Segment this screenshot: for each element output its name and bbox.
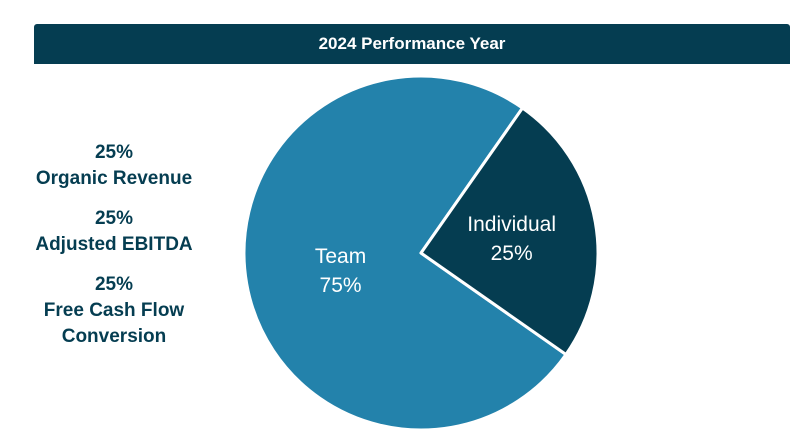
metric-percent: 25% [94,274,134,295]
pie-label-team-name: Team [315,245,366,268]
metric-percent: 25% [94,142,134,163]
metric-label: Adjusted EBITDA [35,234,193,255]
pie-slices [242,74,600,432]
metric-item-adjusted-ebitda: 25% Adjusted EBITDA [0,206,228,258]
metric-label: Free Cash Flow Conversion [43,300,185,347]
pie-label-team-value: 75% [320,274,362,297]
metric-item-free-cash-flow-conversion: 25% Free Cash Flow Conversion [0,272,228,350]
pie-slice-individual [419,106,600,357]
pie-labels: Team 75% Individual 25% [315,213,556,297]
chart-title-bar: 2024 Performance Year [34,24,790,64]
metrics-list: 25% Organic Revenue 25% Adjusted EBITDA … [0,140,228,364]
chart-title: 2024 Performance Year [318,34,506,53]
pie-label-individual-name: Individual [467,213,556,236]
pie-slice-team [242,74,568,432]
pie-label-individual-value: 25% [491,242,533,265]
metric-percent: 25% [94,208,134,229]
metric-label: Organic Revenue [35,168,193,189]
metric-item-organic-revenue: 25% Organic Revenue [0,140,228,192]
